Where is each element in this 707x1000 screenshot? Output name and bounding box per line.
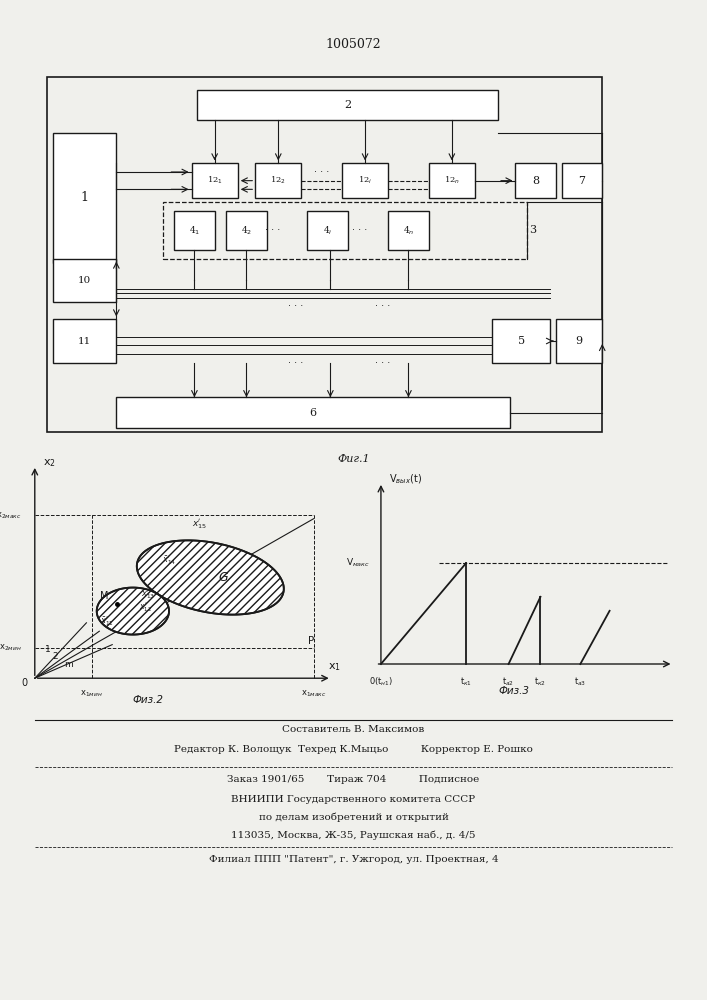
Bar	[515, 163, 556, 198]
Text: 0(t$_{н1}$): 0(t$_{н1}$)	[369, 675, 393, 688]
Polygon shape	[137, 540, 284, 615]
Text: 5: 5	[518, 336, 525, 346]
Text: · · ·: · · ·	[265, 225, 280, 235]
Bar	[197, 90, 498, 120]
Text: 6: 6	[310, 408, 317, 418]
Bar	[308, 211, 348, 250]
Text: · · ·: · · ·	[314, 167, 329, 177]
Bar	[562, 163, 602, 198]
Text: $\bar{x}_{14}'$: $\bar{x}_{14}'$	[162, 554, 176, 567]
Bar	[428, 163, 475, 198]
Text: ВНИИПИ Государственного комитета СССР: ВНИИПИ Государственного комитета СССР	[231, 795, 476, 804]
Bar	[174, 211, 215, 250]
Text: 8: 8	[532, 176, 539, 186]
Bar	[53, 259, 117, 302]
Text: 4$_n$: 4$_n$	[403, 224, 414, 237]
Text: · · ·: · · ·	[375, 358, 390, 368]
Text: $x_{15}'$: $x_{15}'$	[192, 517, 208, 531]
Bar	[47, 77, 602, 432]
Text: x$_{2мин}$: x$_{2мин}$	[0, 643, 22, 653]
Text: $\bar{x}_{13}'$: $\bar{x}_{13}'$	[141, 588, 156, 601]
Bar	[163, 202, 527, 259]
Text: t$_{к2}$: t$_{к2}$	[534, 675, 547, 688]
Text: P: P	[308, 636, 314, 646]
Text: · · ·: · · ·	[375, 301, 390, 311]
Text: x$_{1макс}$: x$_{1макс}$	[300, 688, 327, 699]
Text: · · ·: · · ·	[351, 225, 367, 235]
Text: Заказ 1901/65       Тираж 704          Подписное: Заказ 1901/65 Тираж 704 Подписное	[228, 775, 479, 784]
Text: по делам изобретений и открытий: по делам изобретений и открытий	[259, 813, 448, 822]
Text: t$_{а2}$: t$_{а2}$	[503, 675, 515, 688]
Bar	[388, 211, 428, 250]
Text: x$_{2макс}$: x$_{2макс}$	[0, 510, 22, 521]
Text: V$_{макс}$: V$_{макс}$	[346, 557, 370, 569]
Text: t$_{а3}$: t$_{а3}$	[574, 675, 587, 688]
Text: · · ·: · · ·	[288, 301, 303, 311]
Text: 12$_n$: 12$_n$	[444, 175, 460, 186]
Text: Редактор К. Волощук  Техред К.Мыцьо          Корректор Е. Рошко: Редактор К. Волощук Техред К.Мыцьо Корре…	[174, 745, 533, 754]
Bar	[53, 133, 117, 263]
Polygon shape	[97, 588, 169, 635]
Text: Фиг.1: Фиг.1	[337, 454, 370, 464]
Bar	[342, 163, 388, 198]
Bar	[53, 319, 117, 363]
Text: 113035, Москва, Ж-35, Раушская наб., д. 4/5: 113035, Москва, Ж-35, Раушская наб., д. …	[231, 831, 476, 840]
Text: 1: 1	[45, 645, 51, 654]
Text: Филиал ППП "Патент", г. Ужгород, ул. Проектная, 4: Филиал ППП "Патент", г. Ужгород, ул. Про…	[209, 855, 498, 864]
Text: 4$_i$: 4$_i$	[322, 224, 332, 237]
Text: Физ.2: Физ.2	[133, 695, 164, 705]
Text: 2: 2	[344, 100, 351, 110]
Text: m: m	[64, 660, 73, 669]
Text: x$_{1мин}$: x$_{1мин}$	[81, 688, 103, 699]
Text: 10: 10	[78, 276, 91, 285]
Text: x$_2$: x$_2$	[42, 457, 55, 469]
Text: x$_1$: x$_1$	[328, 661, 341, 673]
Bar	[255, 163, 301, 198]
Text: 0: 0	[21, 678, 28, 688]
Text: Составитель В. Максимов: Составитель В. Максимов	[282, 725, 425, 734]
Text: 1: 1	[81, 191, 88, 204]
Text: 9: 9	[575, 336, 583, 346]
Text: 2: 2	[52, 652, 58, 661]
Text: M: M	[100, 591, 109, 601]
Bar	[556, 319, 602, 363]
Text: 12$_1$: 12$_1$	[206, 175, 223, 186]
Text: 4$_2$: 4$_2$	[241, 224, 252, 237]
Text: t$_{к1}$: t$_{к1}$	[460, 675, 472, 688]
Text: G: G	[218, 571, 228, 584]
Text: $\bar{x}_{11}'$: $\bar{x}_{11}'$	[100, 614, 114, 628]
Bar	[117, 397, 510, 428]
Bar	[226, 211, 267, 250]
Text: 1005072: 1005072	[326, 38, 381, 51]
Text: 7: 7	[578, 176, 585, 186]
Text: V$_{вых}$(t): V$_{вых}$(t)	[389, 472, 422, 486]
Text: 4$_1$: 4$_1$	[189, 224, 200, 237]
Bar	[192, 163, 238, 198]
Text: 3: 3	[530, 225, 537, 235]
Bar	[492, 319, 550, 363]
Text: 12$_i$: 12$_i$	[358, 175, 373, 186]
Text: Физ.3: Физ.3	[498, 686, 530, 696]
Text: 12$_2$: 12$_2$	[270, 175, 286, 186]
Text: · · ·: · · ·	[288, 358, 303, 368]
Text: $x_{12}'$: $x_{12}'$	[139, 601, 152, 614]
Text: 11: 11	[78, 336, 91, 346]
